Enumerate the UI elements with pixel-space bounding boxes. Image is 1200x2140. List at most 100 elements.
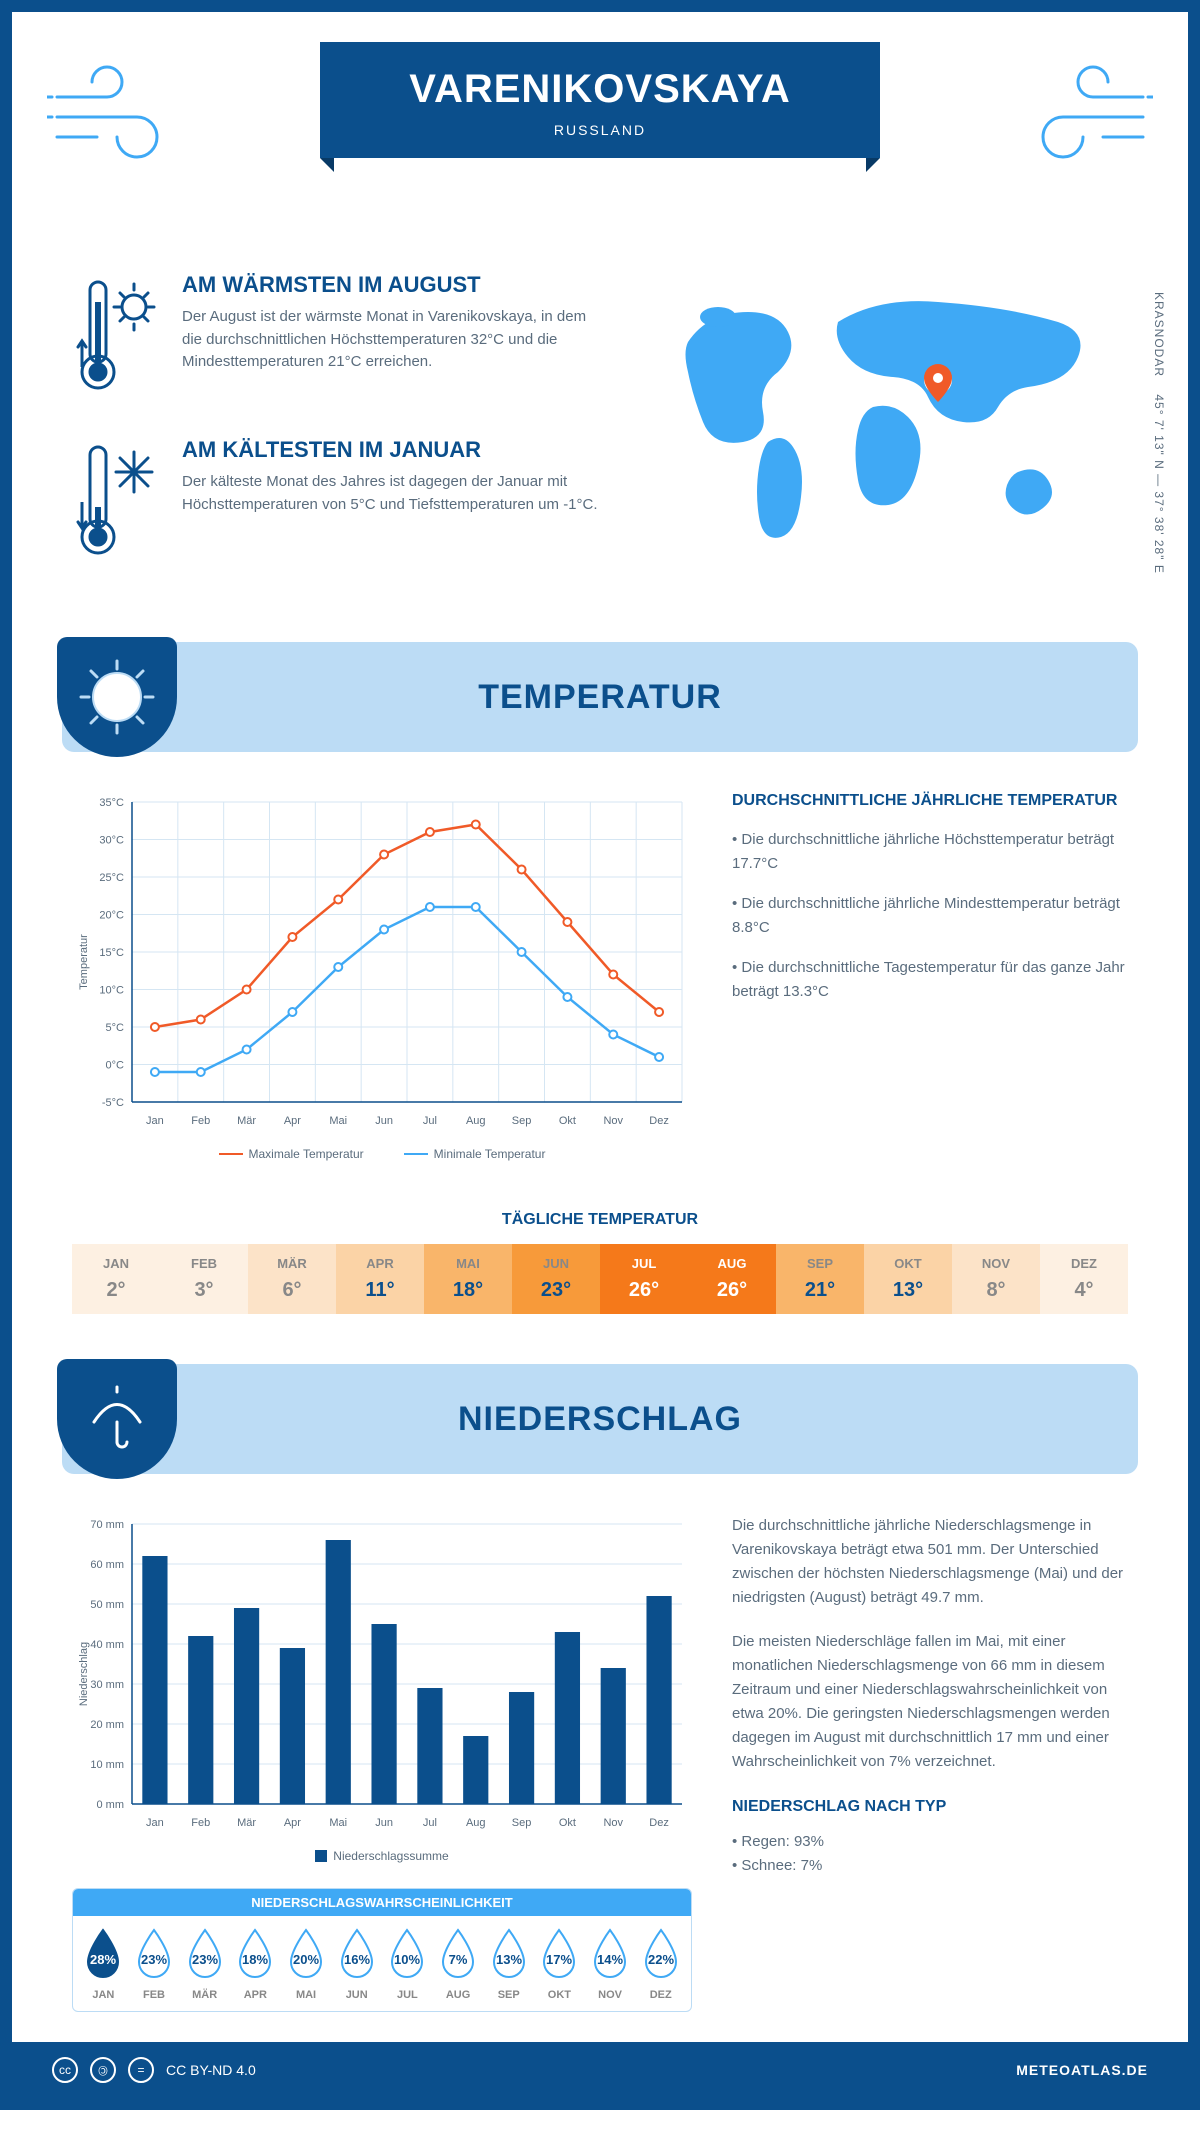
temperature-section-header: TEMPERATUR — [62, 642, 1138, 752]
daily-temp-cell: APR11° — [336, 1244, 424, 1314]
prob-cell: 22% DEZ — [635, 1926, 686, 2001]
thermometer-hot-icon — [72, 272, 162, 407]
svg-text:0°C: 0°C — [106, 1060, 125, 1072]
svg-text:Dez: Dez — [649, 1817, 669, 1829]
daily-temp-cell: JUN23° — [512, 1244, 600, 1314]
daily-temp-cell: MAI18° — [424, 1244, 512, 1314]
svg-text:Aug: Aug — [466, 1817, 486, 1829]
temp-summary-title: DURCHSCHNITTLICHE JÄHRLICHE TEMPERATUR — [732, 792, 1128, 810]
svg-text:Dez: Dez — [649, 1115, 669, 1127]
license-block: cc 🄯 = CC BY-ND 4.0 — [52, 2057, 256, 2083]
precip-body: 0 mm10 mm20 mm30 mm40 mm50 mm60 mm70 mmJ… — [12, 1474, 1188, 2042]
license-text: CC BY-ND 4.0 — [166, 2062, 256, 2078]
svg-text:23%: 23% — [192, 1952, 218, 1967]
svg-text:Mai: Mai — [329, 1817, 347, 1829]
daily-temp-cell: FEB3° — [160, 1244, 248, 1314]
svg-text:25°C: 25°C — [99, 872, 124, 884]
daily-temp-cell: JUL26° — [600, 1244, 688, 1314]
nd-icon: = — [128, 2057, 154, 2083]
warmest-text: Der August ist der wärmste Monat in Vare… — [182, 306, 608, 374]
svg-text:Apr: Apr — [284, 1115, 301, 1127]
svg-text:17%: 17% — [546, 1952, 572, 1967]
daily-temp-cell: AUG26° — [688, 1244, 776, 1314]
svg-text:60 mm: 60 mm — [90, 1559, 124, 1571]
coldest-title: AM KÄLTESTEN IM JANUAR — [182, 437, 608, 463]
temperature-body: -5°C0°C5°C10°C15°C20°C25°C30°C35°CJanFeb… — [12, 752, 1188, 1191]
svg-text:5°C: 5°C — [106, 1022, 125, 1034]
svg-text:Mär: Mär — [237, 1817, 256, 1829]
precip-bar-chart: 0 mm10 mm20 mm30 mm40 mm50 mm60 mm70 mmJ… — [72, 1514, 692, 1863]
svg-text:Okt: Okt — [559, 1115, 576, 1127]
precip-probability-box: NIEDERSCHLAGSWAHRSCHEINLICHKEIT 28% JAN … — [72, 1888, 692, 2012]
svg-text:Temperatur: Temperatur — [78, 934, 90, 990]
svg-text:15°C: 15°C — [99, 947, 124, 959]
prob-cell: 20% MAI — [281, 1926, 332, 2001]
daily-temp-cell: JAN2° — [72, 1244, 160, 1314]
prob-cell: 18% APR — [230, 1926, 281, 2001]
svg-text:50 mm: 50 mm — [90, 1599, 124, 1611]
svg-text:Jul: Jul — [423, 1817, 437, 1829]
daily-temp-cell: NOV8° — [952, 1244, 1040, 1314]
svg-text:14%: 14% — [597, 1952, 623, 1967]
svg-text:Mai: Mai — [329, 1115, 347, 1127]
prob-cell: 23% FEB — [129, 1926, 180, 2001]
world-map-svg — [648, 272, 1128, 552]
precip-type-title: NIEDERSCHLAG NACH TYP — [732, 1794, 1128, 1820]
wind-icon-left — [47, 57, 197, 177]
warmest-block: AM WÄRMSTEN IM AUGUST Der August ist der… — [72, 272, 608, 407]
precip-left-column: 0 mm10 mm20 mm30 mm40 mm50 mm60 mm70 mmJ… — [72, 1514, 692, 2012]
warmest-title: AM WÄRMSTEN IM AUGUST — [182, 272, 608, 298]
site-name: METEOATLAS.DE — [1016, 2062, 1148, 2078]
precip-chart-legend: Niederschlagssumme — [72, 1849, 692, 1863]
svg-text:Jun: Jun — [375, 1817, 393, 1829]
coordinates: KRASNODAR 45° 7' 13" N — 37° 38' 28" E — [1152, 292, 1166, 574]
prob-cell: 17% OKT — [534, 1926, 585, 2001]
daily-temp-cell: OKT13° — [864, 1244, 952, 1314]
svg-text:Jan: Jan — [146, 1817, 164, 1829]
svg-text:22%: 22% — [648, 1952, 674, 1967]
daily-temp-cell: DEZ4° — [1040, 1244, 1128, 1314]
temperature-summary: DURCHSCHNITTLICHE JÄHRLICHE TEMPERATUR •… — [732, 792, 1128, 1161]
daily-temp-cell: MÄR6° — [248, 1244, 336, 1314]
svg-text:Nov: Nov — [603, 1115, 623, 1127]
temp-bullet: • Die durchschnittliche Tagestemperatur … — [732, 956, 1128, 1004]
prob-cell: 10% JUL — [382, 1926, 433, 2001]
page-title: VARENIKOVSKAYA — [320, 67, 880, 112]
svg-text:10°C: 10°C — [99, 985, 124, 997]
temp-chart-legend: Maximale Temperatur Minimale Temperatur — [72, 1147, 692, 1161]
svg-text:Jul: Jul — [423, 1115, 437, 1127]
prob-title: NIEDERSCHLAGSWAHRSCHEINLICHKEIT — [73, 1889, 691, 1916]
svg-text:Niederschlag: Niederschlag — [78, 1642, 90, 1706]
precip-type-item: • Schnee: 7% — [732, 1854, 1128, 1878]
svg-text:20 mm: 20 mm — [90, 1719, 124, 1731]
prob-cell: 23% MÄR — [179, 1926, 230, 2001]
svg-text:18%: 18% — [242, 1952, 268, 1967]
header: VARENIKOVSKAYA RUSSLAND — [12, 12, 1188, 252]
prob-cell: 13% SEP — [483, 1926, 534, 2001]
svg-text:Okt: Okt — [559, 1817, 576, 1829]
intro-section: AM WÄRMSTEN IM AUGUST Der August ist der… — [12, 252, 1188, 642]
svg-text:10 mm: 10 mm — [90, 1759, 124, 1771]
daily-temp-strip: JAN2°FEB3°MÄR6°APR11°MAI18°JUN23°JUL26°A… — [72, 1244, 1128, 1314]
temp-bullet: • Die durchschnittliche jährliche Mindes… — [732, 892, 1128, 940]
precip-para: Die meisten Niederschläge fallen im Mai,… — [732, 1630, 1128, 1774]
temp-bullet: • Die durchschnittliche jährliche Höchst… — [732, 828, 1128, 876]
svg-text:10%: 10% — [394, 1952, 420, 1967]
footer: cc 🄯 = CC BY-ND 4.0 METEOATLAS.DE — [12, 2042, 1188, 2098]
svg-text:7%: 7% — [449, 1952, 468, 1967]
precip-title: NIEDERSCHLAG — [458, 1400, 742, 1439]
thermometer-cold-icon — [72, 437, 162, 572]
precip-section-header: NIEDERSCHLAG — [62, 1364, 1138, 1474]
precip-type-item: • Regen: 93% — [732, 1830, 1128, 1854]
cc-icon: cc — [52, 2057, 78, 2083]
daily-temp-title: TÄGLICHE TEMPERATUR — [12, 1211, 1188, 1229]
page: VARENIKOVSKAYA RUSSLAND AM WÄRMSTEN IM A… — [0, 0, 1200, 2110]
world-map: KRASNODAR 45° 7' 13" N — 37° 38' 28" E — [648, 272, 1128, 602]
svg-text:Aug: Aug — [466, 1115, 486, 1127]
svg-text:Nov: Nov — [603, 1817, 623, 1829]
svg-text:40 mm: 40 mm — [90, 1639, 124, 1651]
svg-text:20°C: 20°C — [99, 910, 124, 922]
svg-text:30 mm: 30 mm — [90, 1679, 124, 1691]
prob-cell: 28% JAN — [78, 1926, 129, 2001]
coldest-block: AM KÄLTESTEN IM JANUAR Der kälteste Mona… — [72, 437, 608, 572]
